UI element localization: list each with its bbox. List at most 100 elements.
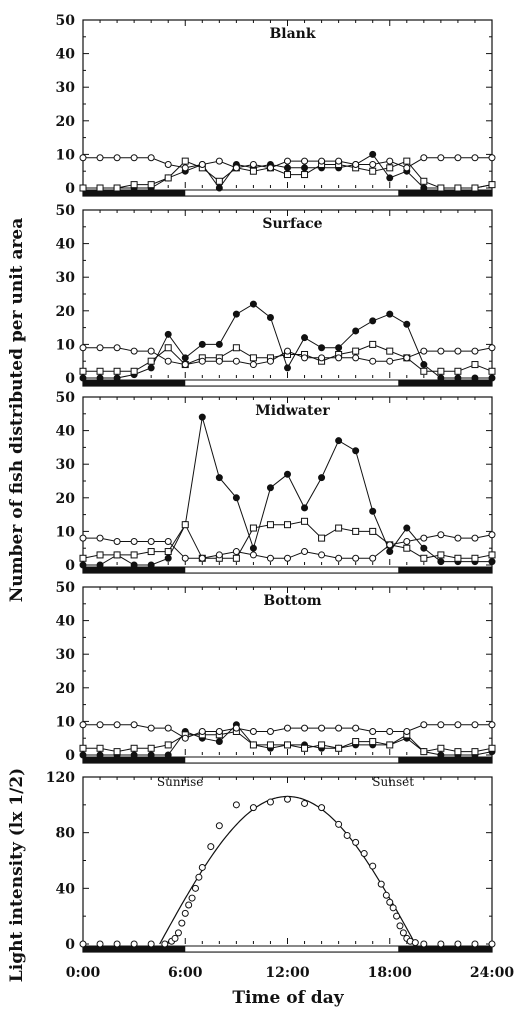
data-point-square [96, 744, 104, 752]
data-point-open [352, 554, 360, 562]
data-point-open [386, 157, 394, 165]
y-tick-label: 50 [56, 13, 76, 29]
data-point-square [437, 551, 445, 559]
data-point-open [393, 912, 401, 920]
data-point-filled [79, 561, 87, 569]
data-point-open [420, 721, 428, 729]
data-point-square [164, 174, 172, 182]
data-point-open [318, 804, 326, 812]
data-point-filled [96, 561, 104, 569]
data-point-square [420, 554, 428, 562]
data-point-square [147, 357, 155, 365]
data-point-open [301, 799, 309, 807]
data-point-open [96, 940, 104, 948]
data-point-open [343, 831, 351, 839]
data-point-open [195, 873, 203, 881]
data-point-open [130, 721, 138, 729]
y-tick-label: 30 [56, 80, 76, 96]
data-point-filled [403, 320, 411, 328]
y-tick-label: 50 [56, 580, 76, 596]
data-point-open [437, 154, 445, 162]
data-point-open [113, 721, 121, 729]
data-point-open [389, 904, 397, 912]
panel-title: Midwater [255, 403, 330, 419]
y-tick-label: 10 [56, 337, 76, 353]
data-point-square [249, 354, 257, 362]
data-point-square [301, 171, 309, 179]
data-point-open [266, 357, 274, 365]
data-point-filled [386, 310, 394, 318]
data-point-open [411, 939, 419, 947]
data-point-open [318, 157, 326, 165]
data-point-square [113, 551, 121, 559]
data-point-filled [488, 374, 496, 382]
data-point-open [318, 354, 326, 362]
data-point-filled [130, 751, 138, 759]
night-bar [398, 567, 492, 573]
data-point-filled [369, 317, 377, 325]
data-point-open [386, 541, 394, 549]
y-tick-label: 10 [56, 714, 76, 730]
data-point-open [471, 940, 479, 948]
data-point-filled [454, 374, 462, 382]
data-point-square [386, 164, 394, 172]
data-point-open [488, 344, 496, 352]
y-tick-label: 30 [56, 647, 76, 663]
data-point-open [471, 347, 479, 355]
data-point-open [386, 898, 394, 906]
y-tick-label: 20 [56, 114, 76, 130]
data-point-square [352, 347, 360, 355]
data-point-open [266, 727, 274, 735]
data-point-filled [471, 374, 479, 382]
data-point-open [232, 164, 240, 172]
data-point-open [352, 354, 360, 362]
data-point-square [488, 181, 496, 189]
data-point-square [369, 167, 377, 175]
data-point-open [284, 347, 291, 355]
y-tick-label: 30 [56, 457, 76, 473]
data-point-square [386, 347, 394, 355]
x-tick-label: 24:00 [470, 965, 514, 981]
data-point-open [188, 894, 196, 902]
data-point-open [335, 157, 343, 165]
data-point-square [471, 361, 479, 369]
data-point-filled [420, 361, 428, 369]
data-point-open [352, 838, 360, 846]
data-point-square [318, 534, 326, 542]
x-tick-label: 0:00 [66, 965, 101, 981]
data-point-filled [215, 474, 223, 482]
data-point-open [420, 347, 428, 355]
light-y-axis-title: Light intensity (lx 1/2) [7, 768, 27, 982]
data-point-square [471, 554, 479, 562]
data-point-open [420, 534, 428, 542]
sunrise-label: Sunrise [157, 775, 204, 789]
data-point-filled [352, 447, 360, 455]
data-point-square [301, 517, 309, 525]
data-point-open [215, 357, 223, 365]
data-point-open [488, 721, 496, 729]
data-point-filled [437, 751, 445, 759]
data-point-square [437, 367, 445, 375]
data-point-open [335, 354, 343, 362]
data-point-open [215, 727, 223, 735]
night-bar [398, 757, 492, 763]
data-point-open [181, 164, 189, 172]
data-point-open [147, 724, 155, 732]
data-point-open [130, 347, 138, 355]
data-point-filled [215, 340, 223, 348]
x-tick-label: 18:00 [368, 965, 412, 981]
data-point-filled [301, 164, 309, 172]
data-point-open [215, 551, 223, 559]
data-point-open [454, 940, 462, 948]
y-tick-label: 0 [65, 937, 75, 953]
data-point-square [130, 367, 138, 375]
data-point-square [284, 741, 291, 749]
data-point-square [79, 554, 87, 562]
data-point-square [369, 738, 377, 746]
data-point-square [386, 741, 394, 749]
y-tick-label: 50 [56, 203, 76, 219]
shared-y-axis-title: Number of fish distributed per unit area [7, 218, 27, 602]
data-point-open [79, 154, 87, 162]
data-point-open [266, 554, 274, 562]
